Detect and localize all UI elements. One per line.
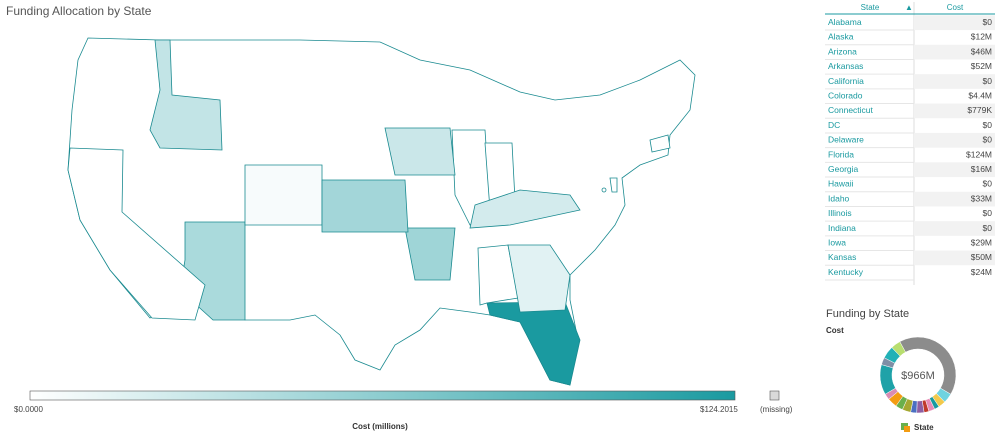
legend-icon [904,426,910,432]
state-name[interactable]: Connecticut [828,105,874,115]
state [507,244,571,313]
state-name[interactable]: Georgia [828,164,859,174]
row-shade [914,221,995,236]
row-shade [914,15,995,31]
row-shade [914,44,995,60]
state-name[interactable]: Alabama [828,17,862,27]
state-cost: $16M [971,164,992,174]
state-cost: $24M [971,267,992,277]
row-shade [914,191,995,207]
state-cost: $33M [971,193,992,203]
legend-missing: (missing) [760,405,793,414]
state-name[interactable]: California [828,76,864,86]
sort-icon[interactable]: ▲ [905,3,913,12]
state-cost: $0 [983,120,993,130]
state [486,301,581,386]
state-name[interactable]: Delaware [828,135,864,145]
state [321,179,409,233]
row-shade [914,132,995,148]
state [649,134,671,153]
donut-legend: State [914,423,934,432]
donut-center: $966M [901,370,935,382]
row-shade [914,103,995,119]
state [384,127,456,176]
donut-segment [879,364,896,395]
color-scale [29,390,736,401]
state-cost: $0 [983,76,993,86]
state-cost: $124M [966,149,992,159]
state [244,164,323,226]
state-cost: $12M [971,32,992,42]
state-cost: $0 [983,179,993,189]
row-shade [914,74,995,89]
state [469,189,581,229]
state-cost: $0 [983,135,993,145]
state-name[interactable]: Iowa [828,237,846,247]
state-name[interactable]: Kentucky [828,267,864,277]
state [609,177,618,193]
state [149,39,223,151]
state-cost: $50M [971,252,992,262]
donut-measure: Cost [826,326,844,335]
map-title: Funding Allocation by State [6,4,152,18]
state-name[interactable]: Arizona [828,46,857,56]
column-header[interactable]: State [861,3,880,12]
state-name[interactable]: Florida [828,149,854,159]
state-cost: $52M [971,61,992,71]
column-header[interactable]: Cost [947,3,964,12]
state-cost: $779K [967,105,992,115]
state-cost: $0 [983,208,993,218]
state-cost: $4.4M [968,90,992,100]
legend-title: Cost (millions) [352,422,408,431]
state-cost: $0 [983,223,993,233]
state-name[interactable]: Indiana [828,223,856,233]
state-cost: $29M [971,237,992,247]
state-name[interactable]: Kansas [828,252,856,262]
state-name[interactable]: DC [828,120,840,130]
state-name[interactable]: Arkansas [828,61,863,71]
row-shade [914,250,995,266]
state-name[interactable]: Colorado [828,90,863,100]
donut-segment [891,341,906,357]
legend-max: $124.2015 [700,405,738,414]
state-name[interactable]: Alaska [828,32,854,42]
row-shade [914,162,995,178]
legend-min: $0.0000 [14,405,43,414]
state [477,244,519,306]
state-name[interactable]: Illinois [828,208,852,218]
state [404,227,456,281]
state-name[interactable]: Idaho [828,193,850,203]
donut-title: Funding by State [826,308,909,320]
donut-segment [899,336,957,395]
state-name[interactable]: Hawaii [828,179,854,189]
state [67,147,206,321]
state-cost: $46M [971,46,992,56]
state [601,187,607,193]
state-cost: $0 [983,17,993,27]
missing-swatch [769,390,780,401]
